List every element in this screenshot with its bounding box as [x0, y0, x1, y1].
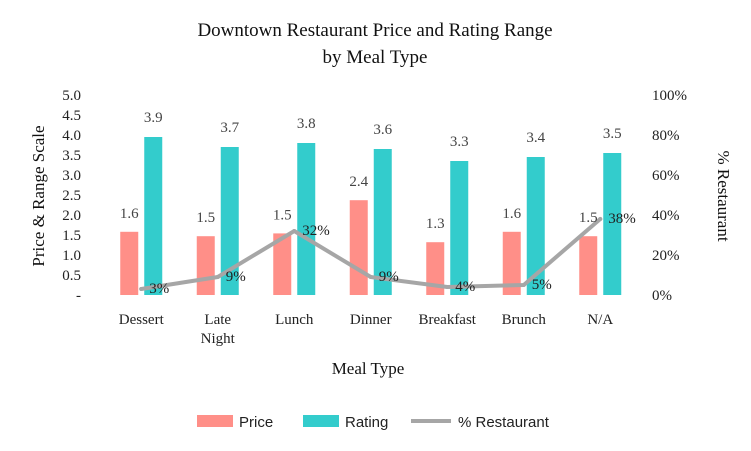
x-tick-label-line: Night: [201, 331, 236, 347]
data-label-price: 1.6: [502, 206, 521, 222]
x-tick-label: Lunch: [275, 312, 314, 328]
data-label-rating: 3.3: [450, 134, 469, 150]
data-label-restaurant-share: 38%: [608, 211, 636, 227]
data-label-restaurant-share: 32%: [302, 223, 330, 239]
legend-item-restaurant-share: % Restaurant: [411, 414, 550, 431]
data-label-rating: 3.5: [603, 126, 622, 142]
x-tick-label-line: Dinner: [350, 312, 392, 328]
line-point-restaurant-share: [598, 217, 603, 221]
legend-label-rating: Rating: [345, 414, 388, 431]
line-point-restaurant-share: [368, 275, 373, 279]
data-label-price: 1.3: [426, 216, 445, 232]
line-point-restaurant-share: [521, 283, 526, 287]
legend-swatch-rating: [303, 415, 339, 427]
data-label-restaurant-share: 3%: [149, 281, 169, 297]
bar-price: [579, 236, 598, 295]
x-tick-label-line: Late: [204, 312, 231, 328]
y-axis-ticks: - 0.5 1.0 1.5 2.0 2.5 3.0 3.5 4.0 4.5 5.0: [62, 88, 81, 304]
data-label-price: 1.6: [120, 206, 139, 222]
y-tick-label: 0.5: [62, 268, 81, 284]
y2-tick-label: 20%: [652, 248, 680, 264]
legend-swatch-price: [197, 415, 233, 427]
legend-item-price: Price: [197, 414, 273, 431]
y-tick-label: 5.0: [62, 88, 81, 104]
data-label-rating: 3.6: [373, 122, 392, 138]
x-tick-label: Brunch: [502, 312, 547, 328]
bar-rating: [297, 143, 316, 295]
data-label-price: 1.5: [196, 210, 215, 226]
x-tick-label-line: Dessert: [119, 312, 165, 328]
x-axis-title: Meal Type: [332, 359, 405, 378]
data-label-rating: 3.4: [526, 130, 545, 146]
x-tick-label: Breakfast: [419, 312, 477, 328]
bar-rating: [373, 149, 392, 295]
bar-price: [273, 233, 292, 295]
data-label-restaurant-share: 9%: [379, 269, 399, 285]
y-tick-label: 1.0: [62, 248, 81, 264]
bar-price: [120, 231, 139, 295]
line-point-restaurant-share: [292, 229, 297, 233]
bars: [120, 137, 622, 295]
x-tick-label-line: Brunch: [502, 312, 547, 328]
y2-axis-title: % Restaurant: [714, 150, 733, 241]
data-label-rating: 3.7: [220, 120, 239, 136]
y-tick-label: 3.0: [62, 168, 81, 184]
x-tick-label-line: Breakfast: [419, 312, 477, 328]
chart-title-line-2: by Meal Type: [323, 47, 428, 68]
y-tick-label: 2.5: [62, 188, 81, 204]
y2-axis-ticks: 0% 20% 40% 60% 80% 100%: [652, 88, 687, 304]
legend-label-price: Price: [239, 414, 273, 431]
y2-tick-label: 0%: [652, 288, 672, 304]
x-tick-label-line: N/A: [587, 312, 613, 328]
bar-rating: [526, 157, 545, 295]
data-label-price: 1.5: [273, 207, 292, 223]
x-tick-label: Dinner: [350, 312, 392, 328]
legend-label-restaurant-share: % Restaurant: [458, 414, 550, 431]
y2-tick-label: 100%: [652, 88, 687, 104]
bar-rating: [220, 147, 239, 295]
y-tick-label: 1.5: [62, 228, 81, 244]
x-tick-label-line: Lunch: [275, 312, 314, 328]
bar-rating: [603, 153, 622, 295]
line-point-restaurant-share: [139, 287, 144, 291]
line-point-restaurant-share: [445, 285, 450, 289]
legend: Price Rating % Restaurant: [197, 414, 550, 431]
data-labels: 1.6 3.9 1.5 3.7 1.5 3.8 2.4 3.6 1.3 3.3 1.6 3.4 1.5 3…: [120, 110, 636, 297]
data-label-price: 1.5: [579, 210, 598, 226]
data-label-rating: 3.8: [297, 116, 316, 132]
x-tick-label: Late Night: [201, 312, 236, 347]
x-tick-label: Dessert: [119, 312, 165, 328]
y-tick-label: 3.5: [62, 148, 81, 164]
bar-price: [349, 200, 368, 295]
data-label-restaurant-share: 4%: [455, 279, 475, 295]
bar-price: [502, 231, 521, 295]
y-tick-label: 4.5: [62, 108, 81, 124]
data-label-price: 2.4: [349, 174, 368, 190]
y-tick-label: 4.0: [62, 128, 81, 144]
y2-tick-label: 60%: [652, 168, 680, 184]
bar-price: [426, 242, 445, 295]
x-axis-ticks: Dessert Late Night Lunch Dinner Breakfast Brun…: [119, 312, 614, 347]
bar-price: [196, 236, 215, 295]
line-point-restaurant-share: [215, 275, 220, 279]
data-label-rating: 3.9: [144, 110, 163, 126]
y-axis-title: Price & Range Scale: [29, 125, 48, 266]
chart-title-line-1: Downtown Restaurant Price and Rating Ran…: [197, 20, 552, 41]
y2-tick-label: 80%: [652, 128, 680, 144]
line-series: [139, 217, 603, 291]
data-label-restaurant-share: 9%: [226, 269, 246, 285]
bar-rating: [144, 137, 163, 295]
y-tick-label: -: [76, 288, 81, 304]
data-label-restaurant-share: 5%: [532, 277, 552, 293]
legend-item-rating: Rating: [303, 414, 388, 431]
y-tick-label: 2.0: [62, 208, 81, 224]
y2-tick-label: 40%: [652, 208, 680, 224]
x-tick-label: N/A: [587, 312, 613, 328]
bar-rating: [450, 161, 469, 295]
